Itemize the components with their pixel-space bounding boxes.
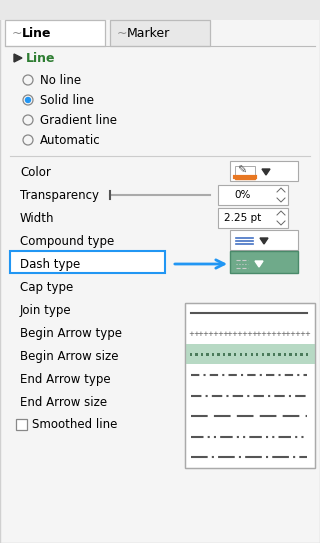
Text: +: + — [232, 331, 237, 337]
FancyBboxPatch shape — [218, 208, 288, 228]
Text: Automatic: Automatic — [40, 134, 100, 147]
FancyBboxPatch shape — [230, 161, 298, 181]
Text: ~: ~ — [117, 27, 127, 40]
FancyBboxPatch shape — [10, 251, 165, 273]
Text: Cap type: Cap type — [20, 281, 73, 294]
Polygon shape — [259, 399, 267, 405]
Text: Begin Arrow size: Begin Arrow size — [20, 350, 118, 363]
Text: ✎: ✎ — [237, 166, 246, 176]
Text: No line: No line — [40, 73, 81, 86]
Bar — [273, 353, 275, 356]
Text: Transparency: Transparency — [20, 188, 99, 201]
Bar — [195, 353, 198, 356]
Text: 0%: 0% — [234, 190, 251, 200]
Polygon shape — [262, 169, 270, 175]
Text: +: + — [285, 331, 291, 337]
FancyBboxPatch shape — [110, 20, 210, 46]
Bar — [256, 353, 259, 356]
Bar — [206, 353, 209, 356]
Polygon shape — [260, 238, 268, 244]
Text: +: + — [246, 331, 252, 337]
Bar — [300, 353, 303, 356]
Bar — [289, 353, 292, 356]
Bar — [306, 353, 308, 356]
Text: +: + — [217, 331, 223, 337]
Text: +: + — [251, 331, 257, 337]
Text: +: + — [227, 331, 233, 337]
Text: +: + — [265, 331, 271, 337]
Text: +: + — [193, 331, 199, 337]
Text: +: + — [222, 331, 228, 337]
Text: End Arrow size: End Arrow size — [20, 395, 107, 408]
Text: +: + — [304, 331, 310, 337]
Text: +: + — [275, 331, 281, 337]
Text: Dash type: Dash type — [20, 257, 80, 270]
FancyBboxPatch shape — [230, 391, 298, 411]
FancyBboxPatch shape — [230, 368, 298, 388]
Text: +: + — [198, 331, 204, 337]
Bar — [278, 353, 281, 356]
Text: +: + — [256, 331, 262, 337]
Text: Gradient line: Gradient line — [40, 113, 117, 127]
Text: Compound type: Compound type — [20, 235, 114, 248]
Text: +: + — [290, 331, 295, 337]
Polygon shape — [258, 376, 266, 382]
FancyBboxPatch shape — [185, 344, 315, 364]
Bar — [212, 353, 214, 356]
Bar — [251, 353, 253, 356]
Polygon shape — [14, 54, 22, 62]
Text: +: + — [212, 331, 218, 337]
Text: +: + — [203, 331, 208, 337]
Text: Begin Arrow type: Begin Arrow type — [20, 326, 122, 339]
Bar — [228, 353, 231, 356]
Text: ~: ~ — [12, 27, 22, 40]
Text: +: + — [260, 331, 267, 337]
Bar — [201, 353, 203, 356]
FancyBboxPatch shape — [230, 230, 298, 250]
Polygon shape — [235, 177, 255, 179]
Text: +: + — [236, 331, 242, 337]
Text: Join type: Join type — [20, 304, 72, 317]
Bar — [267, 353, 269, 356]
Text: Smoothed line: Smoothed line — [32, 419, 117, 432]
Text: End Arrow type: End Arrow type — [20, 372, 111, 386]
Text: Solid line: Solid line — [40, 93, 94, 106]
Text: +: + — [270, 331, 276, 337]
Text: Line: Line — [22, 27, 52, 40]
Text: +: + — [207, 331, 213, 337]
Bar — [295, 353, 297, 356]
Bar — [262, 353, 264, 356]
Text: N: N — [40, 73, 49, 86]
Text: +: + — [241, 331, 247, 337]
Text: Width: Width — [20, 212, 54, 224]
Text: +: + — [280, 331, 286, 337]
Bar — [284, 353, 286, 356]
Text: Marker: Marker — [127, 27, 170, 40]
FancyBboxPatch shape — [0, 0, 320, 20]
Bar — [245, 353, 247, 356]
FancyBboxPatch shape — [185, 303, 315, 468]
FancyBboxPatch shape — [5, 20, 105, 46]
Bar — [217, 353, 220, 356]
Bar — [239, 353, 242, 356]
Bar — [234, 353, 236, 356]
FancyBboxPatch shape — [218, 185, 288, 205]
Text: Line: Line — [26, 52, 55, 65]
Text: 2.25 pt: 2.25 pt — [224, 213, 261, 223]
FancyBboxPatch shape — [235, 166, 255, 178]
Text: Color: Color — [20, 166, 51, 179]
Text: +: + — [294, 331, 300, 337]
FancyBboxPatch shape — [16, 419, 27, 430]
Text: +: + — [188, 331, 194, 337]
Polygon shape — [255, 261, 263, 267]
FancyBboxPatch shape — [230, 251, 298, 273]
Circle shape — [26, 98, 30, 103]
Bar — [190, 353, 192, 356]
Bar — [223, 353, 225, 356]
Text: +: + — [299, 331, 305, 337]
